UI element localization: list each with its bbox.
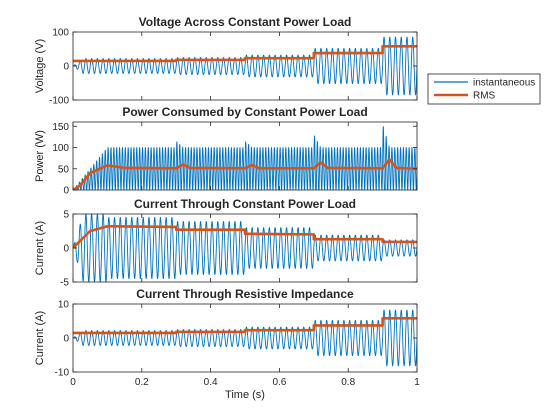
x-tick-label: 0.8 [341, 377, 355, 388]
y-tick-label: 0 [63, 186, 69, 197]
x-axis-label: Time (s) [225, 389, 265, 401]
y-tick-label: 100 [52, 143, 69, 154]
y-tick-label: 0 [63, 244, 69, 255]
y-tick-label: -10 [55, 368, 70, 379]
legend-box [427, 73, 541, 105]
y-tick-label: 0 [63, 334, 69, 345]
y-axis-label: Current (A) [34, 311, 46, 365]
series-line-rms [73, 158, 417, 190]
y-axis-label: Power (W) [34, 130, 46, 182]
series-line-rms [73, 44, 417, 63]
y-axis-label: Voltage (V) [34, 39, 46, 93]
chart-title: Voltage Across Constant Power Load [139, 15, 352, 29]
legend: instantaneous RMS [427, 73, 541, 105]
series-line-rms [73, 316, 417, 335]
x-tick-label: 0 [70, 377, 76, 388]
y-tick-label: 100 [52, 28, 69, 39]
series-line-instantaneous [73, 126, 417, 190]
chart-panel-2: Power Consumed by Constant Power Load Pow… [34, 105, 418, 197]
chart-title: Power Consumed by Constant Power Load [122, 105, 367, 119]
x-tick-label: 1 [414, 377, 420, 388]
series-line-rms [73, 224, 417, 249]
legend-label-rms: RMS [473, 91, 496, 102]
y-tick-label: 50 [58, 164, 70, 175]
axes-box [72, 121, 418, 191]
y-tick-label: 5 [63, 210, 69, 221]
chart-title: Current Through Constant Power Load [134, 197, 356, 211]
x-tick-label: 0.6 [272, 377, 286, 388]
y-tick-label: 10 [58, 300, 70, 311]
x-tick-label: 0.4 [204, 377, 218, 388]
chart-panel-1: Voltage Across Constant Power Load Voltag… [34, 15, 418, 107]
series-line-instantaneous [73, 309, 417, 367]
legend-label-instantaneous: instantaneous [473, 78, 535, 89]
chart-panel-4: Current Through Resistive Impedance Curre… [34, 287, 420, 401]
y-tick-label: -5 [60, 278, 69, 289]
y-axis-label: Current (A) [34, 221, 46, 275]
x-tick-label: 0.2 [135, 377, 149, 388]
chart-title: Current Through Resistive Impedance [136, 287, 354, 301]
series-line-instantaneous [73, 214, 417, 282]
y-tick-label: -100 [49, 96, 69, 107]
chart-panel-3: Current Through Constant Power Load Curre… [34, 197, 418, 289]
series-line-instantaneous [73, 36, 417, 96]
y-tick-label: 0 [63, 62, 69, 73]
y-tick-label: 150 [52, 122, 69, 133]
